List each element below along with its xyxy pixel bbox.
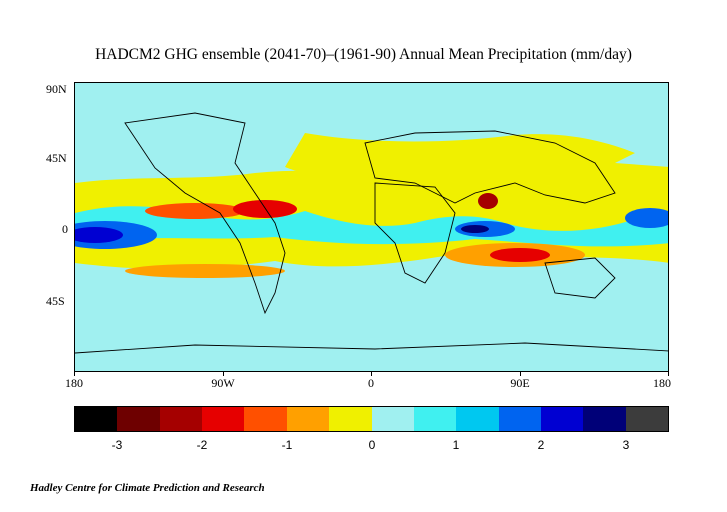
colorbar-swatch (413, 407, 457, 431)
map-svg (75, 83, 668, 371)
lon-label-90e: 90E (510, 376, 530, 390)
precipitation-map (74, 82, 669, 372)
coastline-australia (544, 257, 616, 299)
blob-westpacific-blue (625, 208, 668, 228)
lon-tick (371, 372, 372, 376)
lon-label-180e: 180 (653, 376, 671, 390)
blob-southpacific-orange (125, 264, 285, 278)
lon-tick (520, 372, 521, 376)
credit-text: Hadley Centre for Climate Prediction and… (30, 482, 265, 494)
blob-indian-navy (461, 225, 489, 233)
colorbar-swatch (329, 407, 372, 431)
colorbar-swatch (540, 407, 584, 431)
colorbar-swatch (625, 407, 669, 431)
colorbar-swatch (202, 407, 245, 431)
colorbar-label: 1 (452, 438, 460, 452)
lat-label-0: 0 (62, 222, 68, 236)
colorbar-swatch (244, 407, 287, 431)
band-equatorial-cyan (75, 206, 668, 247)
colorbar-swatch (456, 407, 499, 431)
lat-label-45n: 45N (46, 151, 67, 165)
blob-caribbean-red (233, 200, 297, 218)
lon-label-90w: 90W (211, 376, 235, 390)
coastline-antarctica (75, 342, 668, 354)
blob-indian-red (490, 248, 550, 262)
lon-tick (668, 372, 669, 376)
colorbar-label: -2 (196, 438, 208, 452)
colorbar-swatch (286, 407, 330, 431)
colorbar-swatch (583, 407, 626, 431)
colorbar-label: 0 (368, 438, 376, 452)
lon-label-180w: 180 (65, 376, 83, 390)
colorbar-swatch (371, 407, 414, 431)
lon-tick (223, 372, 224, 376)
colorbar-label: -3 (111, 438, 123, 452)
colorbar (74, 406, 669, 432)
lat-label-45s: 45S (46, 294, 65, 308)
colorbar-swatch (159, 407, 203, 431)
blob-arabia-darkred (478, 193, 498, 209)
colorbar-swatch (117, 407, 160, 431)
coastline-africa (374, 182, 456, 284)
lon-label-0: 0 (368, 376, 374, 390)
colorbar-swatch (75, 407, 118, 431)
blob-pacific-darkblue (75, 227, 123, 243)
lat-label-90n: 90N (46, 82, 67, 96)
colorbar-label: 2 (537, 438, 545, 452)
band-positive-yellow (75, 163, 668, 269)
colorbar-swatch (498, 407, 541, 431)
colorbar-label: -1 (281, 438, 293, 452)
coastline-americas (124, 112, 286, 315)
map-title: HADCM2 GHG ensemble (2041-70)–(1961-90) … (95, 46, 632, 63)
lon-tick (74, 372, 75, 376)
colorbar-label: 3 (622, 438, 630, 452)
blob-eastpacific-orange (145, 203, 245, 219)
